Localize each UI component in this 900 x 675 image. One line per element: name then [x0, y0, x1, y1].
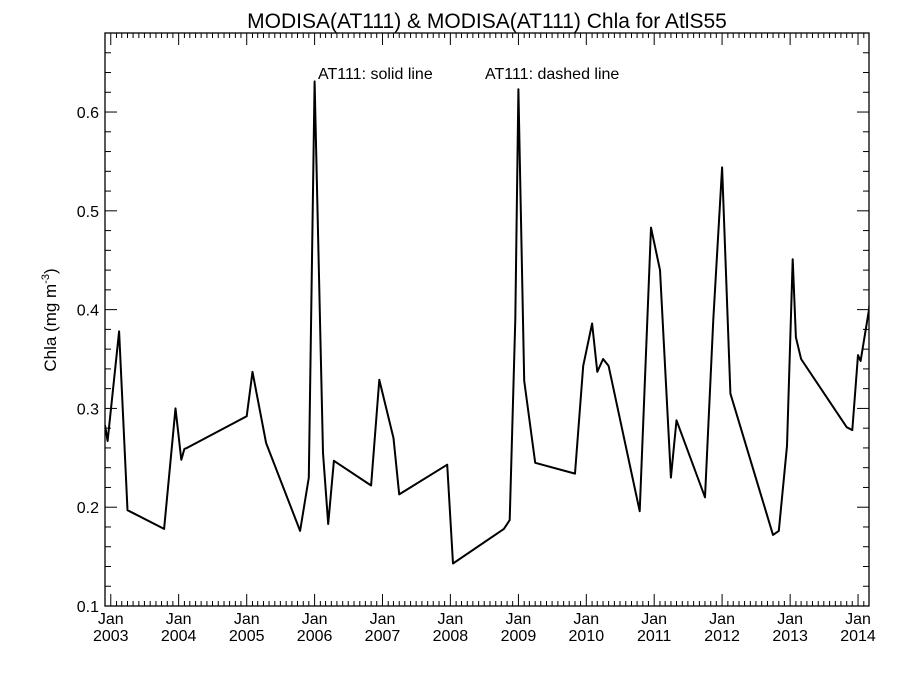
x-tick-year-label: 2008 — [433, 628, 469, 645]
x-tick-month-label: Jan — [845, 611, 871, 628]
x-tick-year-label: 2007 — [365, 628, 401, 645]
y-tick-label: 0.5 — [77, 204, 99, 221]
x-tick-month-label: Jan — [641, 611, 667, 628]
x-tick-month-label: Jan — [506, 611, 532, 628]
chart-title: MODISA(AT111) & MODISA(AT111) Chla for A… — [247, 10, 727, 33]
x-tick-year-label: 2010 — [569, 628, 605, 645]
x-tick-month-label: Jan — [573, 611, 599, 628]
y-tick-label: 0.1 — [77, 599, 99, 616]
x-tick-month-label: Jan — [437, 611, 463, 628]
x-tick-month-label: Jan — [234, 611, 260, 628]
x-tick-year-label: 2012 — [704, 628, 740, 645]
y-tick-label: 0.3 — [77, 401, 99, 418]
plot-frame — [104, 32, 870, 607]
axis-ticks — [104, 32, 870, 607]
x-tick-year-label: 2005 — [229, 628, 265, 645]
x-tick-year-label: 2004 — [161, 628, 197, 645]
x-tick-month-label: Jan — [98, 611, 124, 628]
x-tick-year-label: 2011 — [637, 628, 672, 645]
series-line-solid — [105, 80, 869, 565]
x-tick-month-label: Jan — [302, 611, 328, 628]
annotation-solid-line: AT111: solid line — [318, 66, 433, 83]
x-tick-month-label: Jan — [370, 611, 396, 628]
series-layer — [105, 80, 869, 565]
y-tick-label: 0.4 — [77, 303, 99, 320]
x-tick-year-label: 2009 — [501, 628, 537, 645]
annotation-dashed-line: AT111: dashed line — [485, 66, 619, 83]
x-tick-year-label: 2013 — [772, 628, 808, 645]
x-tick-month-label: Jan — [166, 611, 192, 628]
y-tick-label: 0.2 — [77, 500, 99, 517]
x-tick-year-label: 2003 — [93, 628, 129, 645]
x-tick-month-label: Jan — [709, 611, 735, 628]
x-tick-month-label: Jan — [777, 611, 803, 628]
axis-tick-labels: 0.10.20.30.40.50.6Jan2003Jan2004Jan2005J… — [77, 105, 876, 645]
x-tick-year-label: 2014 — [840, 628, 876, 645]
y-tick-label: 0.6 — [77, 105, 99, 122]
y-axis-label: Chla (mg m-3) — [40, 268, 60, 371]
x-tick-year-label: 2006 — [297, 628, 333, 645]
